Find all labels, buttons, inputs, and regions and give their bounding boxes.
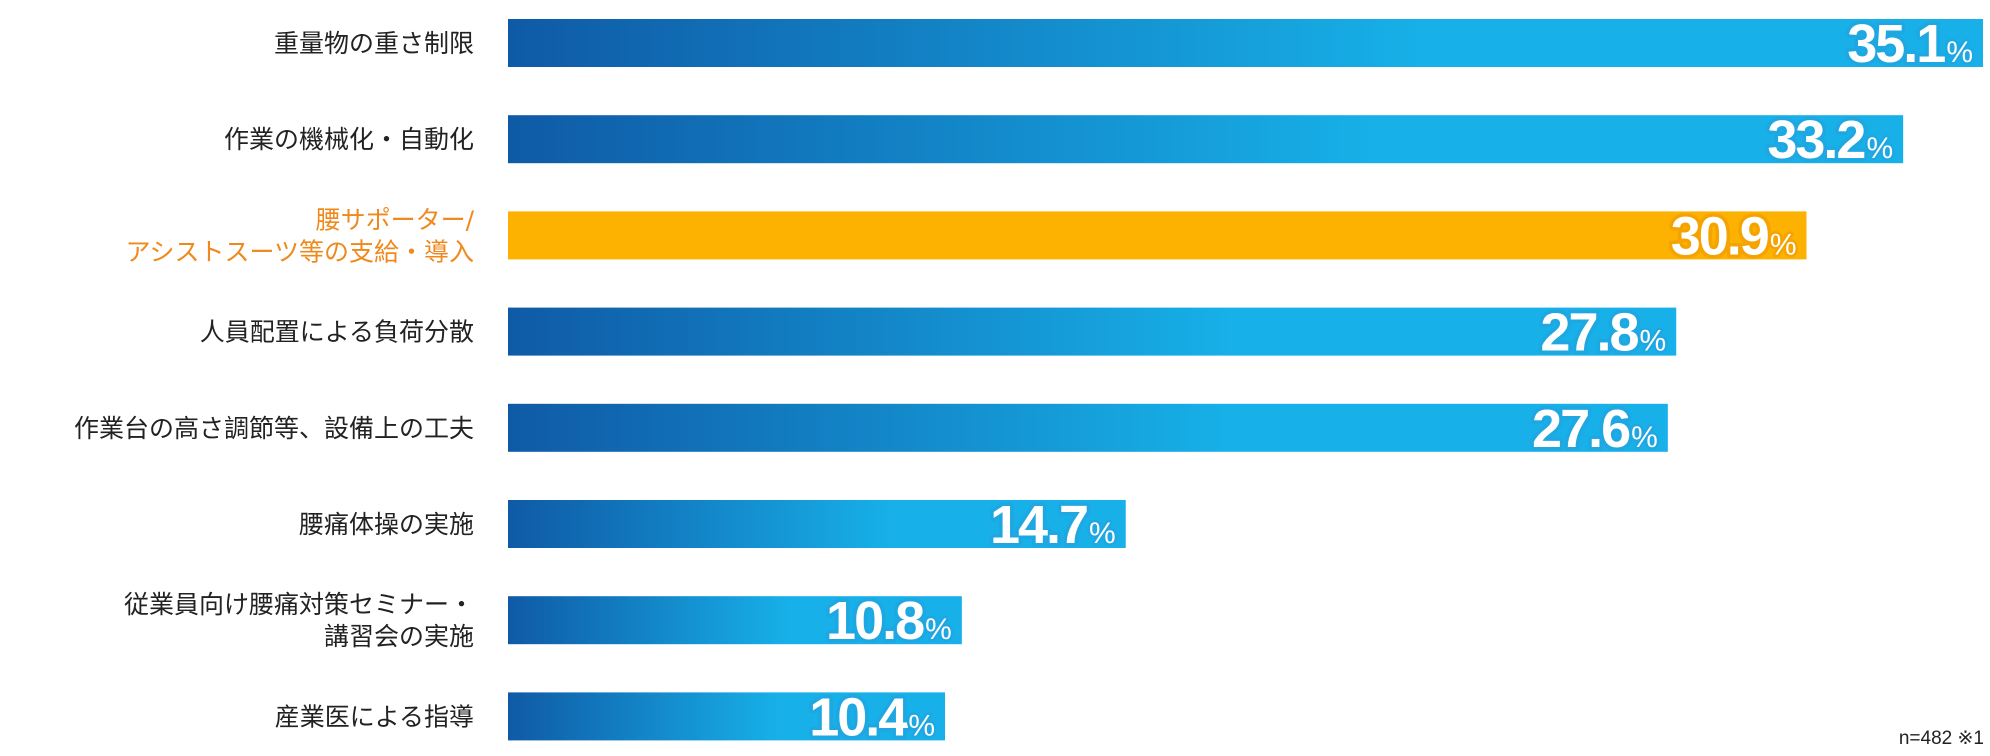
category-label-line: 腰痛体操の実施	[299, 510, 474, 539]
bar-7	[508, 596, 962, 645]
bar-2	[508, 115, 1904, 164]
category-label-line: 腰サポーター/	[316, 205, 475, 234]
value-unit: %	[1089, 517, 1116, 550]
category-label-1: 重量物の重さ制限	[274, 29, 474, 58]
bar-4	[508, 307, 1677, 356]
category-label-4: 人員配置による負荷分散	[200, 318, 474, 347]
category-label-7: 従業員向け腰痛対策セミナー・講習会の実施	[124, 590, 474, 651]
category-label-2: 作業の機械化・自動化	[224, 125, 474, 154]
category-label-line: 重量物の重さ制限	[274, 29, 474, 58]
value-unit: %	[1631, 421, 1658, 454]
value-unit: %	[1770, 228, 1797, 261]
bar-8	[508, 692, 946, 741]
value-unit: %	[1946, 36, 1973, 69]
value-number: 10.4	[809, 687, 908, 747]
bar-6	[508, 500, 1126, 548]
value-label-2: 33.2%	[1767, 110, 1893, 170]
bar-5	[508, 403, 1668, 452]
category-label-line: 作業の機械化・自動化	[224, 125, 474, 154]
category-label-6: 腰痛体操の実施	[299, 510, 474, 539]
value-number: 33.2	[1767, 110, 1864, 170]
value-label-5: 27.6%	[1532, 399, 1658, 459]
category-label-8: 産業医による指導	[275, 702, 474, 731]
bar-1	[508, 19, 1983, 67]
bars-group: 重量物の重さ制限 35.1% 作業の機械化・自動化 33.2% 腰サポーター/アシストス…	[74, 11, 1983, 751]
value-label-6: 14.7%	[990, 495, 1116, 555]
value-label-4: 27.8%	[1540, 303, 1666, 363]
value-number: 35.1	[1847, 14, 1945, 74]
value-unit: %	[1640, 325, 1667, 358]
category-label-line: 講習会の実施	[324, 622, 474, 651]
category-label-3: 腰サポーター/アシストスーツ等の支給・導入	[125, 205, 474, 266]
sample-size-note: n=482 ※1	[1898, 728, 1984, 749]
value-unit: %	[925, 613, 952, 646]
value-label-7: 10.8%	[826, 591, 952, 651]
category-label-line: 人員配置による負荷分散	[200, 318, 474, 347]
value-label-1: 35.1%	[1847, 14, 1973, 74]
category-label-line: アシストスーツ等の支給・導入	[125, 237, 474, 266]
bar-3	[508, 211, 1807, 260]
value-label-8: 10.4%	[809, 687, 935, 747]
value-unit: %	[1866, 132, 1893, 165]
value-number: 30.9	[1671, 206, 1769, 266]
value-number: 10.8	[826, 591, 924, 651]
value-number: 14.7	[990, 495, 1087, 555]
value-label-3: 30.9%	[1671, 206, 1797, 266]
value-number: 27.8	[1540, 303, 1638, 363]
category-label-5: 作業台の高さ調節等、設備上の工夫	[74, 414, 474, 443]
category-label-line: 産業医による指導	[275, 702, 474, 731]
category-label-line: 従業員向け腰痛対策セミナー・	[124, 590, 474, 619]
category-label-line: 作業台の高さ調節等、設備上の工夫	[74, 414, 474, 443]
value-unit: %	[908, 709, 935, 742]
value-number: 27.6	[1532, 399, 1630, 459]
